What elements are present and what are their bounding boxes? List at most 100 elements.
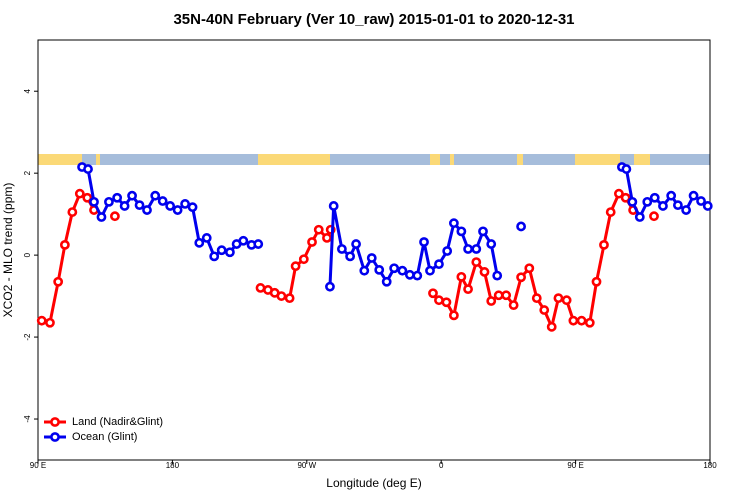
data-point <box>591 276 602 287</box>
data-point <box>104 196 114 207</box>
data-point <box>486 239 497 249</box>
data-point <box>209 251 220 262</box>
data-point <box>83 164 93 174</box>
x-tick-label: 0 <box>439 461 444 470</box>
data-point <box>59 239 70 250</box>
data-point <box>328 201 339 211</box>
data-point <box>456 226 467 237</box>
legend-marker <box>50 417 60 427</box>
data-point <box>359 265 370 276</box>
data-point <box>255 283 266 293</box>
y-tick-label: 0 <box>23 252 32 257</box>
data-point <box>463 244 473 254</box>
x-tick-label: 180 <box>166 461 180 470</box>
data-point <box>666 190 677 201</box>
data-point <box>89 196 99 207</box>
data-point <box>508 300 519 311</box>
data-point <box>157 196 168 206</box>
data-point <box>253 239 264 249</box>
legend: Land (Nadir&Glint) Ocean (Glint) <box>44 416 163 443</box>
data-point <box>642 196 653 207</box>
data-point <box>493 290 504 301</box>
data-point <box>471 257 482 267</box>
data-point <box>599 239 609 250</box>
data-point <box>53 276 64 287</box>
data-point <box>471 244 482 254</box>
data-point <box>36 315 47 326</box>
data-point <box>531 293 542 304</box>
x-tick-label: 90 E <box>567 461 583 470</box>
data-point <box>649 211 659 222</box>
data-point <box>127 190 137 201</box>
series <box>36 188 659 332</box>
data-point <box>82 192 93 203</box>
data-point <box>605 207 616 217</box>
series <box>77 162 713 292</box>
data-point <box>479 267 490 277</box>
data-point <box>216 245 227 256</box>
data-point <box>448 218 459 229</box>
data-point <box>434 259 444 270</box>
y-tick-label: -4 <box>23 415 32 423</box>
x-tick-label: 180 <box>703 461 717 470</box>
data-point <box>412 270 423 281</box>
data-point <box>336 244 347 254</box>
data-point <box>478 226 488 237</box>
data-point <box>322 233 332 243</box>
data-point <box>441 297 452 308</box>
data-point <box>165 201 176 211</box>
data-point <box>672 200 683 211</box>
data-point <box>524 263 535 274</box>
y-axis-label: XCO2 - MLO trend (ppm) <box>1 183 15 318</box>
data-point <box>172 205 183 215</box>
data-point <box>67 207 78 217</box>
data-point <box>634 212 645 222</box>
y-tick-label: 4 <box>23 88 32 93</box>
data-point <box>290 261 301 272</box>
data-point <box>463 284 473 295</box>
data-point <box>539 305 550 315</box>
data-point <box>142 205 152 215</box>
data-point <box>702 201 713 211</box>
data-point <box>546 321 557 332</box>
data-point <box>627 196 638 207</box>
data-point <box>45 317 55 328</box>
y-tick-label: -2 <box>23 333 32 341</box>
data-point <box>110 211 120 222</box>
data-point <box>194 237 205 248</box>
data-point <box>448 310 459 321</box>
data-point <box>649 192 660 203</box>
data-point <box>614 188 624 199</box>
data-point <box>381 276 392 287</box>
data-point <box>553 293 564 304</box>
data-point <box>584 317 595 328</box>
data-point <box>345 251 356 262</box>
data-point <box>284 293 295 304</box>
data-point <box>425 265 435 276</box>
legend-label: Ocean (Glint) <box>72 431 137 443</box>
data-point <box>620 192 631 203</box>
data-point <box>201 233 212 243</box>
x-axis-label: Longitude (deg E) <box>326 476 421 490</box>
data-point <box>119 201 130 211</box>
data-point <box>325 281 335 292</box>
data-point <box>238 235 249 246</box>
data-point <box>492 270 503 281</box>
data-point <box>419 237 429 247</box>
x-tick-label: 90 W <box>297 461 316 470</box>
y-tick-label: 2 <box>23 170 32 175</box>
data-point <box>180 199 190 209</box>
data-point <box>561 295 572 306</box>
data-point <box>134 200 145 211</box>
data-point <box>442 246 453 256</box>
data-point <box>688 190 699 201</box>
data-point <box>501 290 512 301</box>
data-point <box>428 288 438 299</box>
data-point <box>374 264 385 275</box>
plot-frame <box>37 39 711 461</box>
data-point <box>112 192 123 203</box>
land-ocean-strip <box>38 154 710 165</box>
legend-label: Land (Nadir&Glint) <box>72 416 163 428</box>
data-point <box>568 315 579 326</box>
data-point <box>658 201 668 211</box>
